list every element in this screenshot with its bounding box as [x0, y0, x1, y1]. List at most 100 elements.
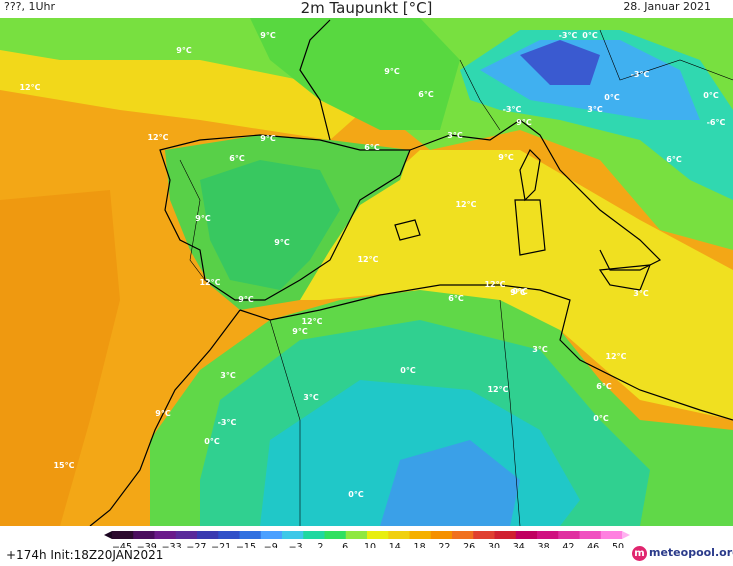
- colorbar-swatch: [388, 531, 410, 539]
- colorbar-swatch: [537, 531, 559, 539]
- pyrenees-border: [319, 139, 410, 151]
- meteopool-logo-text: meteopool.org: [649, 546, 733, 559]
- colorbar-swatch: [600, 531, 623, 539]
- isoline-label: 0°C: [604, 93, 620, 102]
- isoline-label: 9°C: [516, 118, 532, 127]
- isoline-label: 9°C: [510, 288, 526, 297]
- isoline-label: 0°C: [703, 91, 719, 100]
- colorbar-tick-label: 42: [562, 542, 574, 548]
- central-europe-border: [599, 29, 733, 81]
- isoline-label: 12°C: [605, 352, 626, 361]
- algeria-tunisia-border: [499, 299, 521, 526]
- morocco-algeria-border: [269, 319, 301, 526]
- colorbar-swatch: [515, 531, 538, 539]
- isoline-label: 12°C: [487, 385, 508, 394]
- colorbar-tick-label: −39: [137, 542, 157, 548]
- colorbar-tick-label: 18: [414, 542, 426, 548]
- isoline-label: 0°C: [582, 31, 598, 40]
- isoline-label: 9°C: [155, 409, 171, 418]
- ocean-west-field: [0, 190, 120, 526]
- morocco-coast: [89, 309, 241, 526]
- green-france-field: [250, 18, 460, 130]
- colorbar-tick-label: 38: [538, 542, 550, 548]
- colorbar-swatch: [175, 531, 198, 539]
- isoline-label: 0°C: [593, 414, 609, 423]
- run-info: +174h Init:18Z20JAN2021: [6, 548, 164, 562]
- isoline-label: 6°C: [666, 155, 682, 164]
- isoline-label: 9°C: [384, 67, 400, 76]
- darkblue-alps-field: [520, 40, 600, 85]
- valid-date-label: 28. Januar 2021: [623, 0, 711, 13]
- isoline-label: 9°C: [238, 295, 254, 304]
- colorbar-swatch: [112, 531, 134, 539]
- colorbar-swatch: [218, 531, 240, 539]
- isoline-label: 9°C: [176, 46, 192, 55]
- isoline-label: 3°C: [447, 131, 463, 140]
- colorbar-tick-label: 50: [612, 542, 624, 548]
- isoline-label: 12°C: [357, 255, 378, 264]
- colorbar-swatch: [282, 531, 304, 539]
- isoline-label: 0°C: [400, 366, 416, 375]
- colorbar-tick-label: −15: [236, 542, 256, 548]
- colorbar-tick-label: 6: [342, 542, 348, 548]
- country-borders: [179, 29, 733, 526]
- isoline-label: 3°C: [633, 289, 649, 298]
- colorbar-swatch: [579, 531, 602, 539]
- mallorca-coast: [394, 219, 421, 241]
- isoline-label: 9°C: [260, 134, 276, 143]
- colorbar-swatch: [345, 531, 368, 539]
- colorbar-tick-label: −3: [289, 542, 303, 548]
- isoline-labels: 9°C9°C12°C9°C6°C-3°C 0°C-3°C0°C3°C-3°C-6°…: [19, 31, 725, 499]
- colorbar-tick-label: −27: [186, 542, 206, 548]
- green-iberia-inner: [200, 160, 340, 290]
- colorbar-swatch: [367, 531, 389, 539]
- isoline-label: 12°C: [301, 317, 322, 326]
- isoline-label: 12°C: [19, 83, 40, 92]
- isoline-label: -3°C: [503, 105, 522, 114]
- colorbar-tick-label: 14: [389, 542, 401, 548]
- isoline-label: 9°C: [498, 153, 514, 162]
- colorbar-tick-label: 46: [587, 542, 599, 548]
- colorbar-swatch: [260, 531, 283, 539]
- colorbar-swatch: [430, 531, 453, 539]
- isoline-label: 3°C: [587, 105, 603, 114]
- isoline-label: 6°C: [596, 382, 612, 391]
- map-header: ???, 1Uhr 2m Taupunkt [°C] 28. Januar 20…: [0, 0, 733, 18]
- colorbar-tick-label: −33: [162, 542, 182, 548]
- isoline-label: 0°C: [348, 490, 364, 499]
- colorbar-swatch: [303, 531, 325, 539]
- meteopool-logo-icon: m: [632, 546, 647, 561]
- colorbar-swatches: [104, 531, 630, 539]
- isoline-label: -6°C: [707, 118, 726, 127]
- map-footer: −45 −39 −33 −27 −21 −15 −9 −3 2 6 10 14 18 22 26 30 34 38…: [0, 526, 733, 566]
- isoline-label: 12°C: [484, 280, 505, 289]
- colorbar-tick-label: 30: [488, 542, 500, 548]
- map-title: 2m Taupunkt [°C]: [300, 0, 433, 17]
- isoline-label: -3°C: [559, 31, 578, 40]
- isoline-label: 6°C: [448, 294, 464, 303]
- isoline-label: 9°C: [260, 31, 276, 40]
- isoline-label: -3°C: [218, 418, 237, 427]
- isoline-label: 12°C: [147, 133, 168, 142]
- isoline-label: -3°C: [631, 70, 650, 79]
- colorbar-min-arrow: [104, 531, 112, 539]
- colorbar-swatch: [197, 531, 219, 539]
- colorbar-max-arrow: [622, 531, 630, 539]
- colorbar: −45 −39 −33 −27 −21 −15 −9 −3 2 6 10 14 18 22 26 30 34 38…: [104, 531, 630, 548]
- colorbar-tick-label: 10: [364, 542, 376, 548]
- colorbar-swatch: [452, 531, 474, 539]
- isoline-label: 9°C: [292, 327, 308, 336]
- blue-africa-field: [380, 440, 520, 526]
- colorbar-swatch: [239, 531, 262, 539]
- north-africa-coast: [239, 284, 733, 421]
- france-italy-coast: [409, 119, 662, 271]
- portugal-border: [179, 159, 206, 281]
- colorbar-swatch: [473, 531, 495, 539]
- france-atlantic-coast: [299, 19, 331, 141]
- colorbar-tick-label: 22: [438, 542, 450, 548]
- colorbar-ticks: −45 −39 −33 −27 −21 −15 −9 −3 2 6 10 14 18 22 26 30 34 38…: [112, 542, 624, 548]
- corsica-coast: [519, 148, 541, 202]
- isoline-label: 12°C: [455, 200, 476, 209]
- isoline-label: 9°C: [195, 214, 211, 223]
- isoline-label: 3°C: [220, 371, 236, 380]
